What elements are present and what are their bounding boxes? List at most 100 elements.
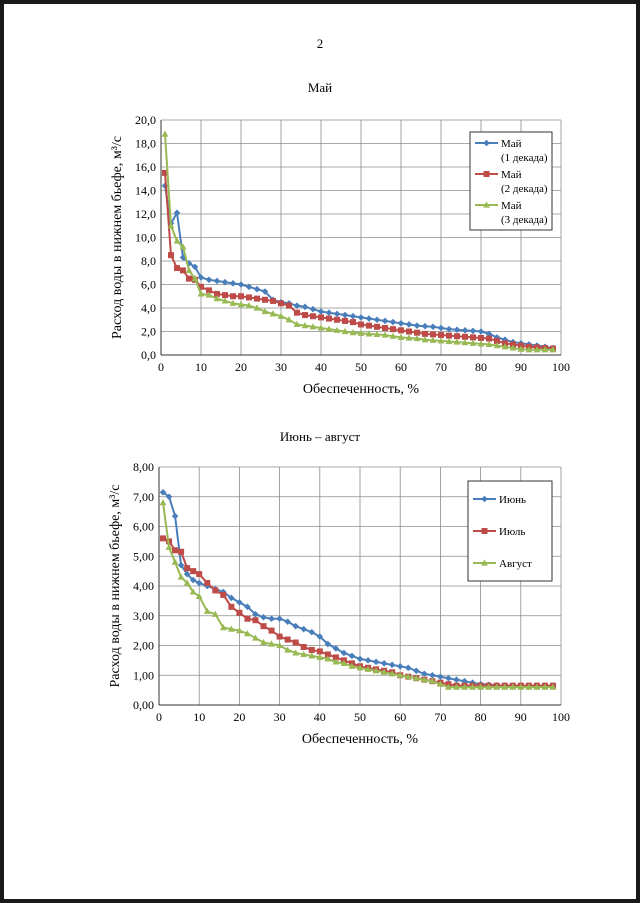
x-tick-label: 10 <box>193 710 205 724</box>
data-point <box>453 676 460 684</box>
data-point <box>501 343 509 350</box>
data-point <box>230 293 236 300</box>
chart1-title: Май <box>307 80 333 95</box>
legend-label: Июль <box>499 526 525 538</box>
data-point <box>168 252 174 259</box>
data-point <box>549 683 557 690</box>
data-point <box>389 318 397 326</box>
data-point <box>189 576 197 584</box>
data-point <box>412 674 420 681</box>
data-point <box>398 327 404 334</box>
data-point <box>261 288 269 295</box>
data-point <box>285 316 293 323</box>
data-point <box>302 312 308 319</box>
data-point <box>390 326 396 333</box>
data-point <box>486 335 492 342</box>
data-point <box>268 640 275 647</box>
data-point <box>191 275 199 282</box>
data-point <box>332 654 339 661</box>
x-tick-label: 30 <box>274 710 286 724</box>
data-point <box>373 330 381 338</box>
x-tick-label: 50 <box>354 710 366 724</box>
data-point <box>469 327 477 335</box>
data-point <box>381 317 389 325</box>
chart-may: 0 10 20 30 40 50 60 70 80 90 100 0,0 2,0 4,0 6,0 8,0 10,… <box>110 113 570 397</box>
data-point <box>372 667 380 674</box>
data-point <box>380 668 388 675</box>
series-3 <box>161 130 557 353</box>
y-tick-label: 4,00 <box>133 579 154 593</box>
data-point <box>485 330 493 338</box>
data-point <box>284 618 291 625</box>
data-point <box>494 337 500 344</box>
data-point <box>420 676 428 683</box>
data-point <box>422 330 428 337</box>
data-point <box>445 337 453 345</box>
data-point <box>357 329 365 336</box>
data-point <box>253 285 261 293</box>
data-point <box>446 332 452 339</box>
y-tick-label: 2,00 <box>133 639 154 653</box>
data-point <box>178 548 185 555</box>
data-point <box>252 634 259 641</box>
data-point <box>245 283 253 291</box>
data-point <box>292 649 300 656</box>
data-point <box>308 652 316 659</box>
legend-marker <box>481 495 488 503</box>
data-point <box>414 329 420 336</box>
data-point <box>172 547 179 554</box>
data-point <box>461 683 468 690</box>
data-point <box>421 322 429 330</box>
data-point <box>245 302 253 309</box>
data-point <box>244 615 251 622</box>
data-point <box>549 346 557 353</box>
legend-label: (1 декада) <box>501 152 548 164</box>
x-tick-label: 50 <box>355 360 367 374</box>
data-point <box>221 297 229 304</box>
data-point <box>206 287 212 294</box>
data-point <box>213 295 221 302</box>
data-point <box>174 265 180 272</box>
data-point <box>300 625 308 633</box>
data-point <box>445 325 453 333</box>
data-point <box>293 320 301 328</box>
y-tick-label: 3,00 <box>133 609 154 623</box>
data-point <box>246 294 252 301</box>
x-tick-label: 100 <box>552 710 570 724</box>
data-point <box>252 617 259 624</box>
x-tick-label: 30 <box>275 360 287 374</box>
data-point <box>203 607 211 614</box>
data-point <box>348 662 356 669</box>
data-point <box>349 312 357 320</box>
data-point <box>276 633 283 640</box>
data-point <box>493 342 501 349</box>
data-point <box>220 591 227 598</box>
data-point <box>437 337 445 344</box>
data-point <box>292 639 299 646</box>
data-point <box>191 263 199 271</box>
data-point <box>238 293 244 300</box>
y-tick-label: 12,0 <box>135 207 156 221</box>
data-point <box>389 332 397 339</box>
data-point <box>227 625 235 632</box>
data-point <box>541 346 549 353</box>
y-tick-label: 1,00 <box>133 668 154 682</box>
x-tick-label: 70 <box>434 710 446 724</box>
data-point <box>165 493 173 501</box>
data-point <box>165 543 173 550</box>
data-point <box>356 664 364 671</box>
data-point <box>183 570 191 578</box>
data-point <box>197 274 205 281</box>
data-point <box>214 290 220 297</box>
y-tick-label: 0,00 <box>133 698 154 712</box>
data-point <box>189 588 197 595</box>
legend-marker <box>483 171 490 177</box>
data-point <box>461 339 469 346</box>
data-point <box>205 276 213 284</box>
data-point <box>213 277 221 285</box>
data-point <box>533 683 541 690</box>
data-point <box>429 336 437 343</box>
x-tick-label: 40 <box>315 360 327 374</box>
legend-label: Июнь <box>499 494 526 506</box>
data-point <box>332 658 340 665</box>
